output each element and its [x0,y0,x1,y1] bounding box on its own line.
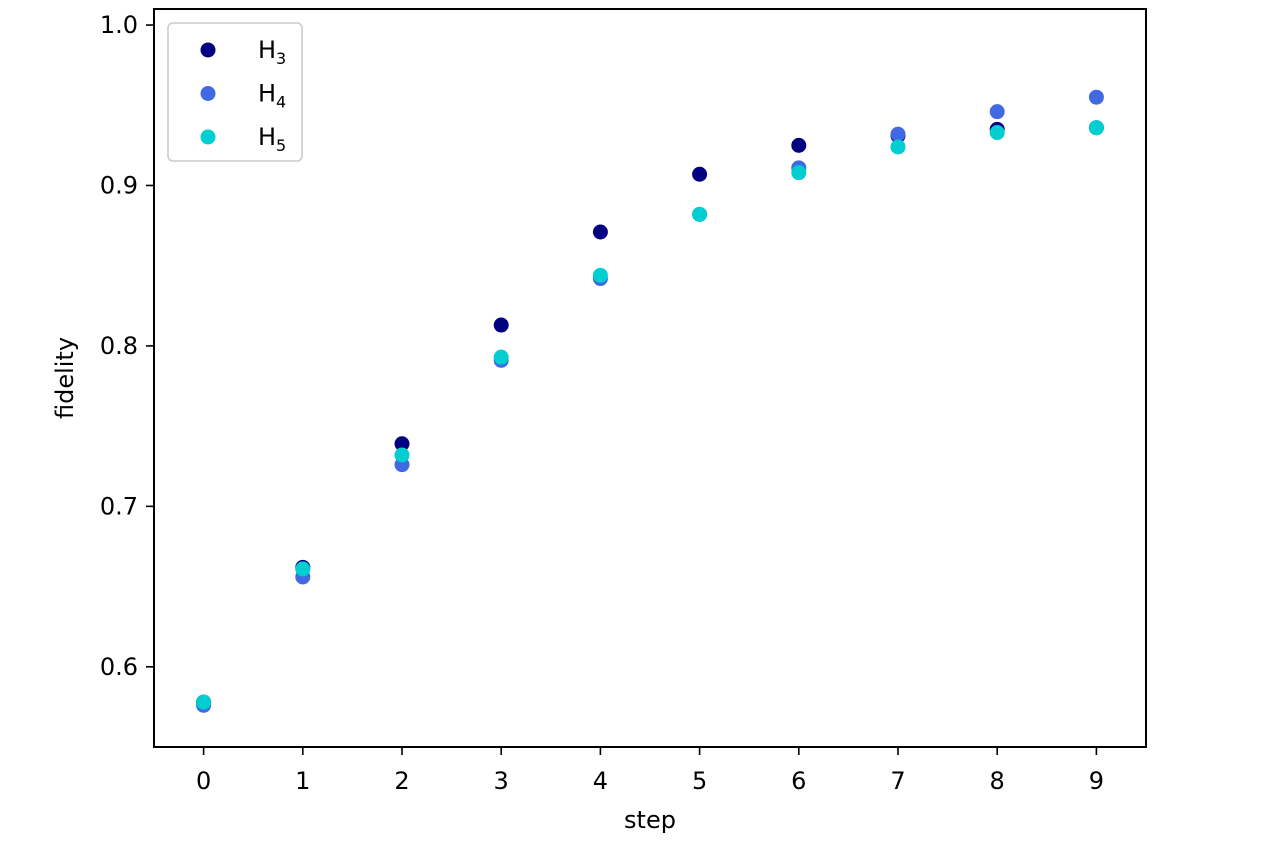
y-tick-label: 0.9 [100,171,138,199]
y-tick-label: 1.0 [100,11,138,39]
y-tick-label: 0.8 [100,332,138,360]
legend-marker [200,86,216,101]
data-point-series-3 [890,139,906,155]
data-point-series-1 [592,224,608,240]
legend-frame [167,22,303,162]
x-tick-label: 4 [593,767,608,795]
data-point-series-3 [493,349,509,365]
data-point-series-3 [295,561,311,577]
legend-marker [200,129,216,145]
data-point-series-2 [989,104,1005,120]
y-axis-label: fidelity [51,337,79,419]
plot-frame [153,8,1147,748]
y-tick-label: 0.7 [100,492,138,520]
data-point-series-1 [692,166,708,182]
x-tick-label: 3 [494,767,509,795]
data-point-series-2 [1088,89,1104,105]
x-axis-label: step [624,806,676,834]
data-point-series-1 [791,137,807,153]
x-tick-label: 9 [1089,767,1104,795]
data-point-series-3 [989,125,1005,141]
legend-marker [200,42,216,58]
data-point-series-3 [692,206,708,222]
x-tick-label: 5 [692,767,707,795]
x-tick-label: 2 [394,767,409,795]
x-tick-label: 7 [890,767,905,795]
x-tick-label: 8 [990,767,1005,795]
data-point-series-3 [196,694,212,710]
data-point-series-1 [493,317,509,333]
y-tick-label: 0.6 [100,653,138,681]
x-tick-label: 1 [295,767,310,795]
data-point-series-3 [592,267,608,283]
y-axis-ticks: 0.6 0.7 0.8 0.9 1.0 [100,11,154,681]
data-point-series-3 [1088,120,1104,136]
x-tick-label: 0 [196,767,211,795]
data-point-series-3 [791,165,807,181]
data-point-series-1 [394,436,410,452]
data-point-series-2 [890,126,906,142]
x-tick-label: 6 [791,767,806,795]
data-point-series-3 [394,447,410,463]
x-axis-ticks: 0 1 2 3 4 5 6 7 8 9 [196,747,1104,795]
data-points [196,89,1104,713]
